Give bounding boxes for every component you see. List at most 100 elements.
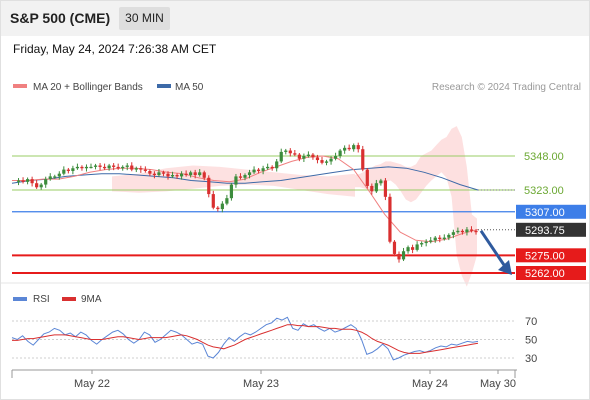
candle-body bbox=[343, 147, 347, 151]
timeframe-badge[interactable]: 30 MIN bbox=[119, 7, 170, 30]
legend-swatch-rsi-9ma bbox=[62, 297, 76, 301]
candle-body bbox=[102, 166, 107, 169]
research-credit: Research © 2024 Trading Central bbox=[432, 82, 581, 93]
candle-body bbox=[365, 169, 369, 186]
candle-body bbox=[352, 145, 356, 150]
candle-body bbox=[243, 175, 247, 178]
candle-body bbox=[152, 173, 157, 176]
candle-body bbox=[62, 169, 66, 174]
candle-body bbox=[356, 145, 360, 150]
candle-body bbox=[98, 165, 102, 167]
time-tick-label: May 30 bbox=[480, 378, 516, 390]
candle-body bbox=[44, 179, 48, 185]
candle-body bbox=[442, 237, 446, 239]
current-price-label: 5293.75 bbox=[525, 225, 565, 237]
candle-body bbox=[193, 172, 197, 176]
candle-body bbox=[25, 179, 30, 182]
candle-body bbox=[293, 153, 297, 155]
candle-body bbox=[338, 150, 342, 156]
candle-body bbox=[374, 183, 378, 192]
candle-body bbox=[234, 176, 238, 185]
candle-body bbox=[383, 180, 388, 197]
candle-body bbox=[148, 170, 152, 174]
candle-body bbox=[84, 166, 89, 169]
candle-body bbox=[207, 177, 211, 195]
candle-body bbox=[361, 149, 365, 170]
candle-body bbox=[189, 172, 193, 176]
candle-body bbox=[170, 175, 175, 177]
candle-body bbox=[266, 166, 270, 169]
ma50-line bbox=[11, 166, 479, 191]
time-tick-label: May 24 bbox=[412, 378, 448, 390]
candle-body bbox=[107, 165, 111, 169]
candle-body bbox=[311, 154, 315, 158]
candle-body bbox=[89, 166, 93, 169]
candle-body bbox=[211, 194, 215, 208]
candle-body bbox=[157, 172, 161, 176]
level-tag-4 bbox=[516, 248, 586, 263]
candle-body bbox=[261, 168, 265, 171]
level-label-4: 5275.00 bbox=[525, 250, 565, 262]
candle-body bbox=[275, 161, 279, 169]
candle-body bbox=[39, 184, 43, 188]
current-price-tag bbox=[516, 222, 586, 237]
legend-swatch-ma20 bbox=[13, 84, 27, 88]
candle-body bbox=[134, 168, 138, 170]
rsi-tick-70: 70 bbox=[525, 316, 537, 328]
candle-body bbox=[198, 172, 202, 176]
candle-body bbox=[256, 169, 261, 171]
legend-label-rsi-9ma: 9MA bbox=[81, 294, 102, 305]
candle-body bbox=[75, 166, 80, 169]
candle-body bbox=[179, 173, 184, 177]
candle-body bbox=[216, 207, 220, 210]
candle-body bbox=[247, 172, 252, 176]
candle-body bbox=[306, 154, 311, 156]
candle-body bbox=[451, 232, 455, 235]
candle-body bbox=[139, 168, 143, 170]
candle-body bbox=[161, 172, 166, 174]
candle-body bbox=[420, 243, 424, 245]
time-tick-label: May 22 bbox=[74, 378, 110, 390]
rsi-tick-50: 50 bbox=[525, 335, 537, 347]
candle-body bbox=[143, 169, 147, 171]
candle-body bbox=[424, 241, 428, 244]
candle-body bbox=[392, 241, 397, 254]
candle-body bbox=[184, 173, 188, 176]
candle-body bbox=[406, 247, 410, 252]
legend-swatch-rsi bbox=[13, 297, 27, 301]
candle-body bbox=[433, 237, 437, 241]
level-tag-5 bbox=[516, 266, 586, 280]
candle-body bbox=[379, 180, 383, 184]
header-bar: S&P 500 (CME) 30 MIN bbox=[0, 0, 590, 36]
candle-body bbox=[315, 157, 320, 161]
candle-body bbox=[220, 203, 224, 210]
forecast-arrow-head bbox=[498, 260, 512, 275]
candle-body bbox=[121, 166, 125, 169]
rsi-line bbox=[11, 316, 479, 361]
instrument-title: S&P 500 (CME) bbox=[10, 10, 111, 26]
candle-body bbox=[469, 229, 474, 231]
candle-body bbox=[329, 158, 333, 162]
candle-body bbox=[297, 154, 301, 159]
candle-body bbox=[112, 165, 116, 167]
candle-body bbox=[438, 237, 442, 239]
candle-body bbox=[93, 165, 98, 167]
candle-body bbox=[48, 176, 52, 180]
candle-body bbox=[333, 156, 338, 159]
legend-swatch-ma50 bbox=[157, 84, 171, 88]
candle-body bbox=[388, 196, 392, 242]
candle-body bbox=[447, 234, 451, 238]
timestamp: Friday, May 24, 2024 7:26:38 AM CET bbox=[13, 42, 217, 56]
candle-body bbox=[284, 150, 288, 152]
candle-body bbox=[324, 161, 329, 163]
candle-body bbox=[30, 179, 34, 184]
time-tick-label: May 23 bbox=[243, 378, 279, 390]
candle-body bbox=[166, 173, 170, 177]
candle-body bbox=[279, 151, 283, 162]
level-label-5: 5262.00 bbox=[525, 268, 565, 280]
candle-body bbox=[130, 165, 134, 170]
level-label-2: 5307.00 bbox=[525, 207, 565, 219]
candle-body bbox=[370, 185, 374, 192]
candle-body bbox=[238, 176, 243, 178]
